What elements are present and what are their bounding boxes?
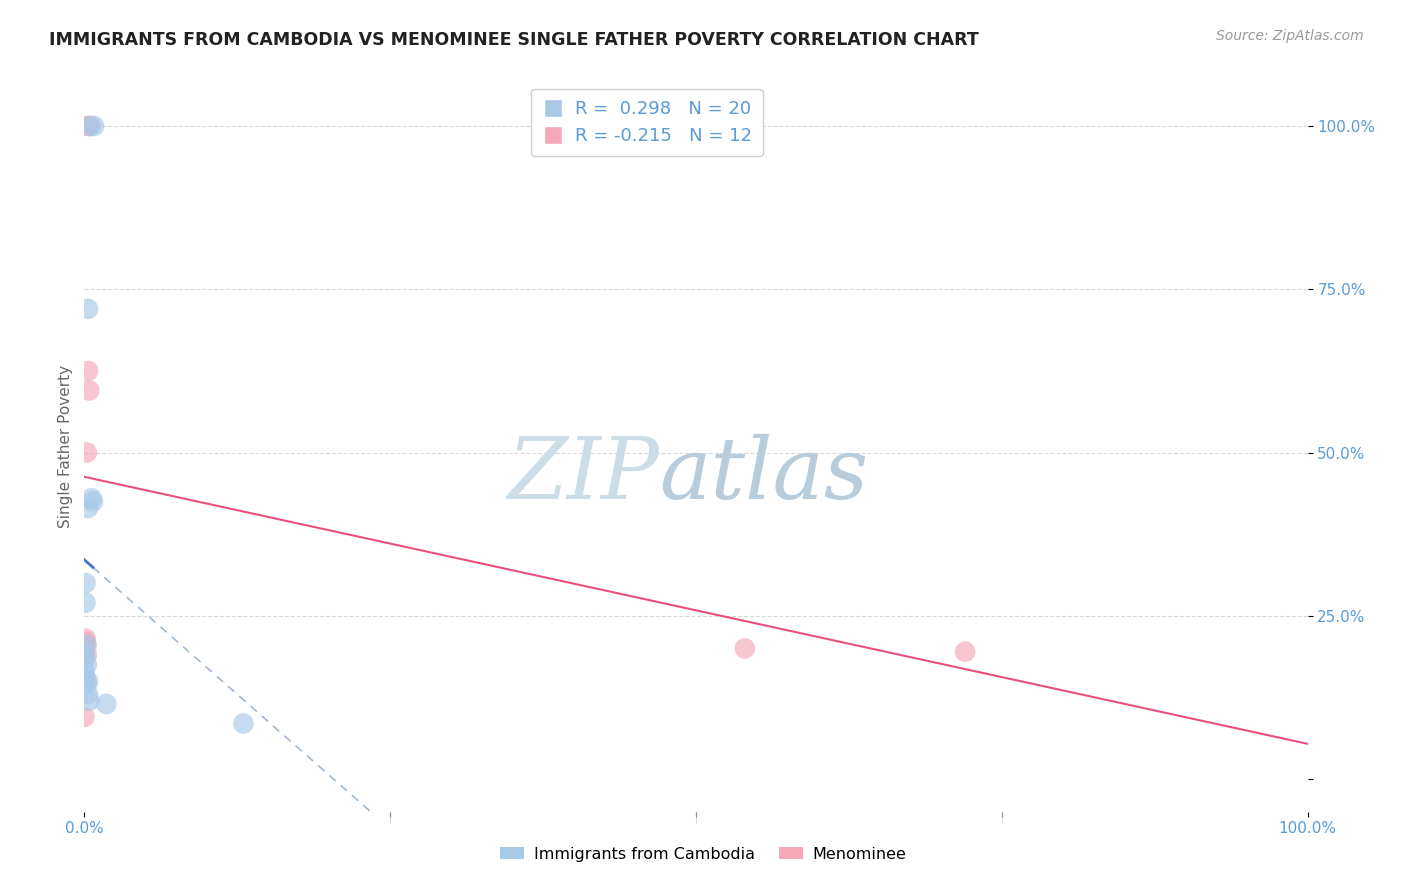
Point <box>953 645 976 659</box>
Point <box>73 665 96 679</box>
Text: IMMIGRANTS FROM CAMBODIA VS MENOMINEE SINGLE FATHER POVERTY CORRELATION CHART: IMMIGRANTS FROM CAMBODIA VS MENOMINEE SI… <box>49 31 979 49</box>
Point <box>75 576 97 591</box>
Point <box>75 651 97 665</box>
Point <box>77 694 100 708</box>
Text: Source: ZipAtlas.com: Source: ZipAtlas.com <box>1216 29 1364 43</box>
Point <box>76 445 98 459</box>
Point <box>76 677 98 691</box>
Point <box>77 687 100 701</box>
Point <box>75 596 97 610</box>
Point <box>79 119 101 133</box>
Point <box>77 119 100 133</box>
Point <box>75 635 97 649</box>
Point <box>232 716 254 731</box>
Point <box>77 119 100 133</box>
Y-axis label: Single Father Poverty: Single Father Poverty <box>58 365 73 527</box>
Point <box>75 638 97 652</box>
Point <box>734 641 756 656</box>
Point <box>77 384 100 398</box>
Point <box>77 501 100 516</box>
Text: ZIP: ZIP <box>508 434 659 516</box>
Point <box>73 645 96 659</box>
Point <box>83 119 105 133</box>
Point <box>96 697 118 711</box>
Legend: R =  0.298   N = 20, R = -0.215   N = 12: R = 0.298 N = 20, R = -0.215 N = 12 <box>531 89 762 156</box>
Point <box>80 491 103 506</box>
Point <box>77 674 100 689</box>
Point <box>75 632 97 646</box>
Point <box>76 648 98 662</box>
Point <box>73 710 96 724</box>
Point <box>76 657 98 672</box>
Point <box>82 494 104 508</box>
Point <box>75 671 97 685</box>
Point <box>77 301 100 316</box>
Point <box>76 638 98 652</box>
Point <box>77 364 100 378</box>
Legend: Immigrants from Cambodia, Menominee: Immigrants from Cambodia, Menominee <box>494 840 912 868</box>
Text: atlas: atlas <box>659 434 869 516</box>
